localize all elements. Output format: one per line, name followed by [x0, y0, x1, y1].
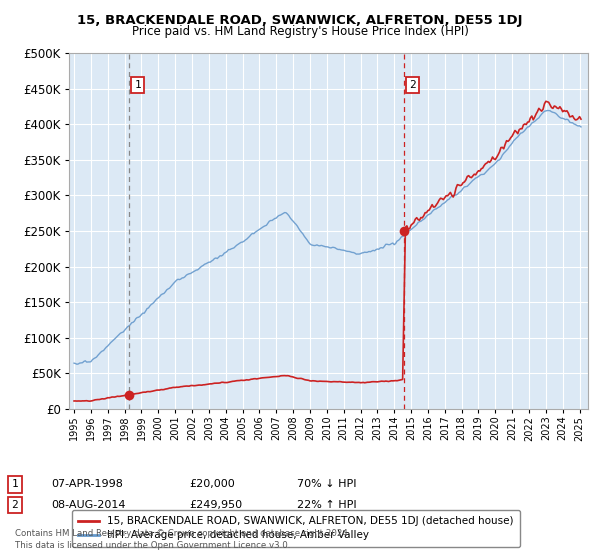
Text: 08-AUG-2014: 08-AUG-2014	[51, 500, 125, 510]
Text: Price paid vs. HM Land Registry's House Price Index (HPI): Price paid vs. HM Land Registry's House …	[131, 25, 469, 38]
Text: 22% ↑ HPI: 22% ↑ HPI	[297, 500, 356, 510]
Text: 70% ↓ HPI: 70% ↓ HPI	[297, 479, 356, 489]
Text: £20,000: £20,000	[189, 479, 235, 489]
Text: 2: 2	[11, 500, 19, 510]
Text: £249,950: £249,950	[189, 500, 242, 510]
Text: Contains HM Land Registry data © Crown copyright and database right 2024.
This d: Contains HM Land Registry data © Crown c…	[15, 529, 350, 550]
Text: 1: 1	[11, 479, 19, 489]
Text: 2: 2	[409, 80, 416, 90]
Text: 1: 1	[134, 80, 141, 90]
Legend: 15, BRACKENDALE ROAD, SWANWICK, ALFRETON, DE55 1DJ (detached house), HPI: Averag: 15, BRACKENDALE ROAD, SWANWICK, ALFRETON…	[71, 510, 520, 547]
Text: 15, BRACKENDALE ROAD, SWANWICK, ALFRETON, DE55 1DJ: 15, BRACKENDALE ROAD, SWANWICK, ALFRETON…	[77, 14, 523, 27]
Text: 07-APR-1998: 07-APR-1998	[51, 479, 123, 489]
